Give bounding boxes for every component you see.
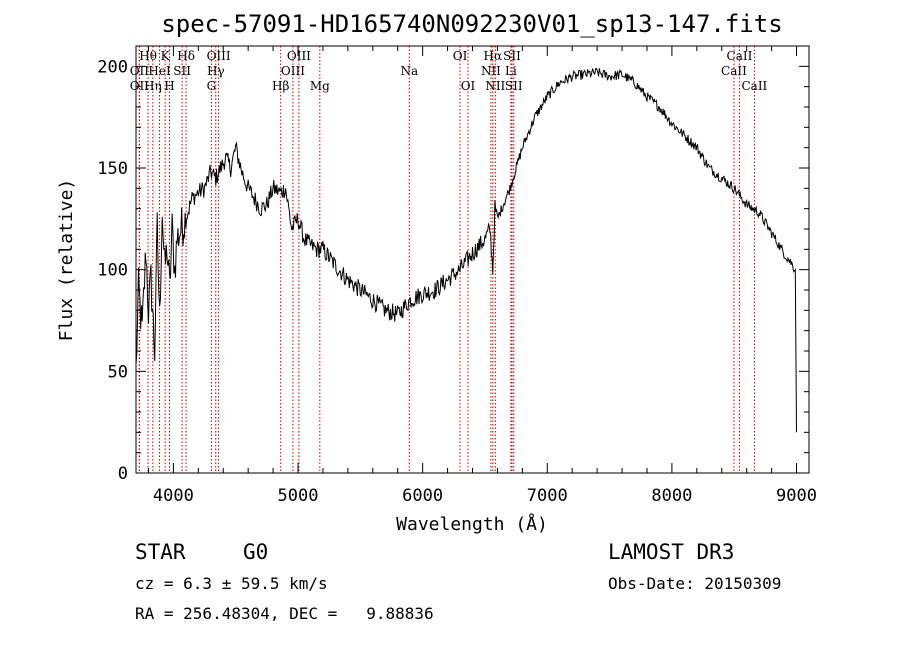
spectral-line-label: Hθ	[139, 49, 157, 63]
spectral-line-label: CaII	[721, 64, 747, 78]
spectral-line-label: Hη	[144, 79, 162, 93]
spectral-line-label: K	[161, 49, 171, 63]
spectral-line-label: NII	[481, 64, 501, 78]
x-tick-label: 5000	[278, 486, 319, 506]
y-tick-label: 0	[118, 464, 128, 484]
y-axis-label: Flux (relative)	[56, 179, 77, 342]
x-axis-label: Wavelength (Å)	[396, 513, 548, 535]
spectral-line-label: OI	[453, 49, 468, 63]
plot-frame	[135, 45, 810, 474]
spectral-line-label: Li	[505, 64, 517, 78]
object-class: STAR	[135, 540, 186, 564]
spectral-line-label: NII	[485, 79, 505, 93]
spectral-line-label: Hδ	[177, 49, 195, 63]
spectral-line-label: SII	[503, 49, 521, 63]
x-tick-label: 4000	[153, 486, 194, 506]
coordinates: RA = 256.48304, DEC = 9.88836	[135, 604, 434, 623]
spectral-line-label: OII	[130, 79, 150, 93]
redshift-cz: cz = 6.3 ± 59.5 km/s	[135, 574, 328, 593]
spectral-line-label: OI	[461, 79, 476, 93]
x-tick-label: 9000	[776, 486, 817, 506]
spectral-line-label: SII	[505, 79, 523, 93]
spectral-line-label: CaII	[741, 79, 767, 93]
survey-name: LAMOST DR3	[608, 540, 735, 564]
spectral-line-label: Hα	[484, 49, 503, 63]
spectral-line-label: OIII	[287, 49, 311, 63]
y-tick-label: 150	[97, 159, 128, 179]
spectral-line-label: Mg	[310, 79, 330, 93]
observation-date: Obs-Date: 20150309	[608, 574, 782, 593]
y-tick-label: 100	[97, 261, 128, 281]
spectral-line-label: Na	[400, 64, 418, 78]
spectral-line-label: OII	[130, 64, 150, 78]
x-axis-ticks: 4000 5000 6000 7000 8000 9000	[147, 46, 817, 506]
y-tick-label: 50	[108, 362, 128, 382]
x-tick-label: 7000	[527, 486, 568, 506]
spectrum-series-line	[135, 67, 797, 433]
spectral-line-label: H	[164, 79, 174, 93]
spectral-line-label: CaII	[727, 49, 753, 63]
spectral-line-label: Hγ	[207, 64, 225, 78]
spectral-line-label: Hβ	[272, 79, 289, 93]
spectral-line-label: SII	[173, 64, 191, 78]
x-tick-label: 6000	[402, 486, 443, 506]
spectral-line-label: OIII	[207, 49, 231, 63]
spectral-line-label: OIII	[281, 64, 305, 78]
y-tick-label: 200	[97, 57, 128, 77]
spectral-line-label: G	[207, 79, 217, 93]
spectral-lines-layer	[138, 46, 755, 473]
chart-title: spec-57091-HD165740N092230V01_sp13-147.f…	[161, 10, 782, 38]
object-subclass: G0	[243, 540, 269, 564]
spectral-line-label: HeI	[148, 64, 171, 78]
x-tick-label: 8000	[651, 486, 692, 506]
y-axis-ticks: 0 50 100 150 200	[97, 45, 809, 484]
